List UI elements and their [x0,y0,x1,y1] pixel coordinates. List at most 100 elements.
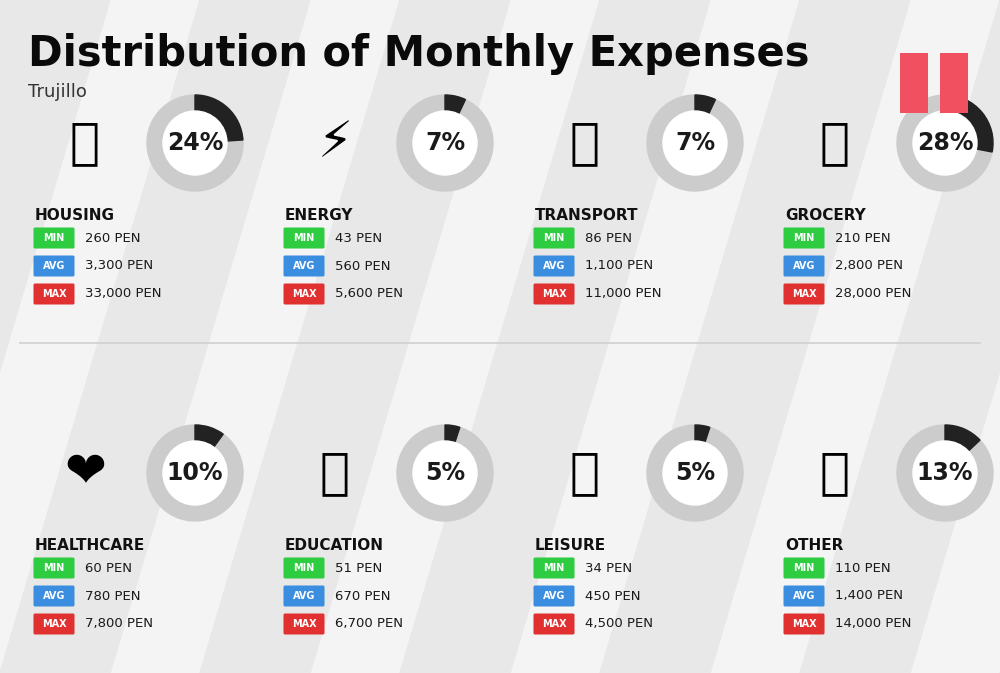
FancyBboxPatch shape [284,614,324,635]
Text: MIN: MIN [543,563,565,573]
Text: 14,000 PEN: 14,000 PEN [835,618,911,631]
FancyBboxPatch shape [784,227,824,248]
Text: 3,300 PEN: 3,300 PEN [85,260,153,273]
Wedge shape [397,95,493,191]
FancyBboxPatch shape [34,586,74,606]
Text: 🚌: 🚌 [570,119,600,167]
Text: 110 PEN: 110 PEN [835,561,891,575]
Text: 5%: 5% [425,461,465,485]
FancyBboxPatch shape [34,283,74,304]
Wedge shape [695,425,710,443]
FancyBboxPatch shape [34,227,74,248]
Text: MAX: MAX [542,619,566,629]
Polygon shape [800,0,1000,673]
Text: 🛍: 🛍 [570,449,600,497]
Text: 450 PEN: 450 PEN [585,590,640,602]
Text: 4,500 PEN: 4,500 PEN [585,618,653,631]
Text: 86 PEN: 86 PEN [585,232,632,244]
Text: 6,700 PEN: 6,700 PEN [335,618,403,631]
Text: 👜: 👜 [820,449,850,497]
Text: 11,000 PEN: 11,000 PEN [585,287,662,301]
FancyBboxPatch shape [284,256,324,277]
FancyBboxPatch shape [534,586,574,606]
FancyBboxPatch shape [940,53,968,113]
Wedge shape [647,95,743,191]
Text: AVG: AVG [293,261,315,271]
Wedge shape [897,425,993,521]
Text: MAX: MAX [292,289,316,299]
Text: MIN: MIN [43,563,65,573]
Text: MAX: MAX [42,619,66,629]
Wedge shape [195,425,223,447]
Circle shape [163,441,227,505]
Text: MIN: MIN [43,233,65,243]
Text: AVG: AVG [293,591,315,601]
Circle shape [413,111,477,175]
Text: ⚡: ⚡ [317,119,353,167]
Text: 2,800 PEN: 2,800 PEN [835,260,903,273]
Wedge shape [695,95,715,114]
Text: MIN: MIN [793,233,815,243]
Text: MAX: MAX [42,289,66,299]
Text: 60 PEN: 60 PEN [85,561,132,575]
Circle shape [413,441,477,505]
Wedge shape [945,425,980,451]
FancyBboxPatch shape [784,586,824,606]
Wedge shape [945,95,993,152]
Text: AVG: AVG [543,261,565,271]
Wedge shape [147,425,243,521]
Text: 5%: 5% [675,461,715,485]
FancyBboxPatch shape [34,614,74,635]
Polygon shape [600,0,910,673]
FancyBboxPatch shape [900,53,928,113]
Text: 13%: 13% [917,461,973,485]
Polygon shape [400,0,710,673]
Text: 10%: 10% [167,461,223,485]
Text: Distribution of Monthly Expenses: Distribution of Monthly Expenses [28,33,810,75]
FancyBboxPatch shape [534,283,574,304]
Text: OTHER: OTHER [785,538,843,553]
FancyBboxPatch shape [784,256,824,277]
FancyBboxPatch shape [284,227,324,248]
Text: GROCERY: GROCERY [785,208,866,223]
Text: 🛒: 🛒 [820,119,850,167]
Text: 🏢: 🏢 [70,119,100,167]
Text: 51 PEN: 51 PEN [335,561,382,575]
Text: TRANSPORT: TRANSPORT [535,208,639,223]
Text: 560 PEN: 560 PEN [335,260,390,273]
Polygon shape [0,0,110,673]
FancyBboxPatch shape [534,256,574,277]
Circle shape [663,441,727,505]
Wedge shape [445,95,465,114]
Text: MIN: MIN [293,563,315,573]
Polygon shape [200,0,510,673]
Circle shape [663,111,727,175]
Text: ENERGY: ENERGY [285,208,354,223]
Text: HOUSING: HOUSING [35,208,115,223]
FancyBboxPatch shape [534,227,574,248]
Text: 7,800 PEN: 7,800 PEN [85,618,153,631]
Polygon shape [0,0,310,673]
Text: MAX: MAX [542,289,566,299]
Text: 7%: 7% [675,131,715,155]
FancyBboxPatch shape [534,557,574,579]
Wedge shape [195,95,243,141]
Wedge shape [445,425,460,443]
Text: 5,600 PEN: 5,600 PEN [335,287,403,301]
Text: MIN: MIN [293,233,315,243]
FancyBboxPatch shape [534,614,574,635]
Text: 34 PEN: 34 PEN [585,561,632,575]
Circle shape [163,111,227,175]
Text: AVG: AVG [793,591,815,601]
Text: EDUCATION: EDUCATION [285,538,384,553]
FancyBboxPatch shape [784,557,824,579]
FancyBboxPatch shape [784,614,824,635]
Text: MAX: MAX [792,619,816,629]
Text: 670 PEN: 670 PEN [335,590,390,602]
FancyBboxPatch shape [784,283,824,304]
Wedge shape [397,425,493,521]
Text: 43 PEN: 43 PEN [335,232,382,244]
Text: 210 PEN: 210 PEN [835,232,891,244]
Text: Trujillo: Trujillo [28,83,87,101]
FancyBboxPatch shape [284,283,324,304]
